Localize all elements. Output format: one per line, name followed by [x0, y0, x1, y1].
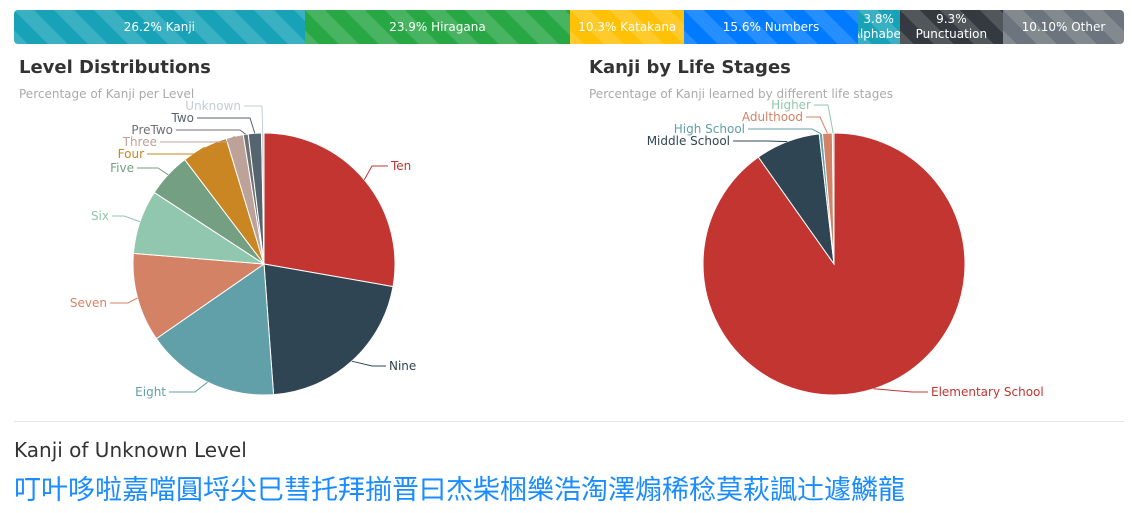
pie-slice-label: Unknown	[185, 99, 241, 113]
pie-leader-line	[160, 135, 235, 143]
kanji-link[interactable]: 曰	[419, 475, 446, 506]
pie-leader-line	[112, 215, 141, 223]
kanji-link[interactable]: 莫	[716, 475, 743, 506]
kanji-link[interactable]: 嘉	[122, 475, 149, 506]
kanji-link[interactable]: 托	[311, 475, 338, 506]
composition-segment: 23.9% Hiragana	[304, 10, 571, 44]
pie-leader-line	[147, 146, 205, 155]
pie-slice-label: Two	[171, 111, 195, 125]
kanji-link[interactable]: 稔	[689, 475, 716, 506]
pie-slice-label: Four	[118, 147, 144, 161]
composition-segment: 10.10% Other	[1002, 10, 1124, 44]
kanji-link[interactable]: 稀	[662, 475, 689, 506]
kanji-link[interactable]: 梱	[500, 475, 527, 506]
kanji-link[interactable]: 噹	[149, 475, 176, 506]
composition-segment: 10.3% Katakana	[570, 10, 685, 44]
composition-segment: 15.6% Numbers	[684, 10, 858, 44]
composition-segment: 26.2% Kanji	[14, 10, 305, 44]
pie-slice-label: Nine	[389, 359, 416, 373]
kanji-link[interactable]: 晋	[392, 475, 419, 506]
pie-leader-line	[197, 117, 256, 134]
pie-slice-label: Seven	[70, 296, 107, 310]
kanji-link[interactable]: 巳	[257, 475, 284, 506]
pie-leader-line	[176, 129, 247, 135]
kanji-link[interactable]: 煽	[635, 475, 662, 506]
kanji-link[interactable]: 彗	[284, 475, 311, 506]
kanji-link[interactable]: 浩	[554, 475, 581, 506]
pie-leader-line	[806, 116, 828, 134]
kanji-link[interactable]: 拜	[338, 475, 365, 506]
composition-segment-label: 10.10% Other	[1021, 19, 1106, 34]
kanji-link[interactable]: 哆	[68, 475, 95, 506]
kanji-link[interactable]: 遽	[824, 475, 851, 506]
pie-slice-label: Elementary School	[931, 385, 1044, 399]
pie-leader-line	[351, 360, 386, 367]
pie-slice[interactable]	[155, 263, 275, 396]
pie-slice-label: Three	[122, 135, 157, 149]
kanji-link[interactable]: 辻	[797, 475, 824, 506]
pie-slice[interactable]	[263, 132, 396, 288]
kanji-link[interactable]: 啦	[95, 475, 122, 506]
kanji-link[interactable]: 圓	[176, 475, 203, 506]
pie-slice[interactable]	[260, 132, 265, 265]
composition-segment: 3.8% Alphabet	[857, 10, 900, 44]
pie-slice-label: Higher	[771, 98, 811, 112]
kanji-link[interactable]: 柴	[473, 475, 500, 506]
kanji-link[interactable]: 叶	[41, 475, 68, 506]
level-chart-subtitle: Percentage of Kanji per Level	[19, 87, 195, 101]
kanji-link[interactable]: 澤	[608, 475, 635, 506]
pie-leader-line	[733, 140, 788, 143]
section-divider	[14, 421, 1124, 422]
kanji-link[interactable]: 叮	[14, 475, 41, 506]
pie-leader-line	[873, 388, 928, 393]
kanji-link[interactable]: 揃	[365, 475, 392, 506]
kanji-link[interactable]: 淘	[581, 475, 608, 506]
unknown-kanji-list: 叮叶哆啦嘉噹圓埒尖巳彗托拜揃晋曰杰柴梱樂浩淘澤煽稀稔莫萩諷辻遽鱗龍	[14, 468, 905, 507]
kanji-link[interactable]: 杰	[446, 475, 473, 506]
pie-slice-label: Adulthood	[742, 110, 803, 124]
pie-slice-label: PreTwo	[131, 123, 173, 137]
level-pie-chart: Ten Nine Eight Seven Six FiveFourThreePreTwoT…	[70, 99, 416, 399]
pie-slice[interactable]	[263, 263, 394, 396]
pie-slice-label: Eight	[135, 385, 166, 399]
composition-segment-label: 26.2% Kanji	[123, 19, 196, 34]
pie-leader-line	[814, 104, 834, 134]
composition-segment-label: 23.9% Hiragana	[389, 19, 486, 34]
pie-slice-label: Five	[110, 161, 134, 175]
pie-slice-label: High School	[674, 122, 745, 136]
kanji-link[interactable]: 尖	[230, 475, 257, 506]
pie-slice-label: Six	[91, 209, 109, 223]
pie-leader-line	[137, 167, 169, 176]
composition-segment-label: 10.3% Katakana	[578, 19, 677, 34]
composition-segment: 9.3% Punctuation	[899, 10, 1003, 44]
pie-leader-line	[169, 381, 208, 393]
kanji-link[interactable]: 埒	[203, 475, 230, 506]
kanji-link[interactable]: 樂	[527, 475, 554, 506]
level-chart-title: Level Distributions	[19, 57, 211, 78]
life-chart-title: Kanji by Life Stages	[589, 57, 791, 78]
text-composition-bar: 26.2% Kanji 23.9% Hiragana 10.3% Katakana 1…	[14, 10, 1124, 44]
composition-segment-label: 9.3% Punctuation	[915, 12, 988, 41]
pie-leader-line	[244, 105, 264, 134]
kanji-link[interactable]: 諷	[770, 475, 797, 506]
kanji-link[interactable]: 龍	[878, 475, 905, 506]
pie-slice-label: Ten	[390, 159, 411, 173]
life-chart-subtitle: Percentage of Kanji learned by different…	[589, 87, 893, 101]
pie-slice-label: Middle School	[647, 134, 730, 148]
composition-segment-label: 3.8% Alphabet	[858, 12, 900, 41]
pie-leader-line	[363, 165, 388, 180]
pie-leader-line	[748, 128, 822, 135]
unknown-kanji-heading: Kanji of Unknown Level	[14, 438, 247, 462]
pie-leader-line	[110, 297, 138, 304]
composition-segment-label: 15.6% Numbers	[722, 19, 820, 34]
kanji-link[interactable]: 萩	[743, 475, 770, 506]
kanji-link[interactable]: 鱗	[851, 475, 878, 506]
